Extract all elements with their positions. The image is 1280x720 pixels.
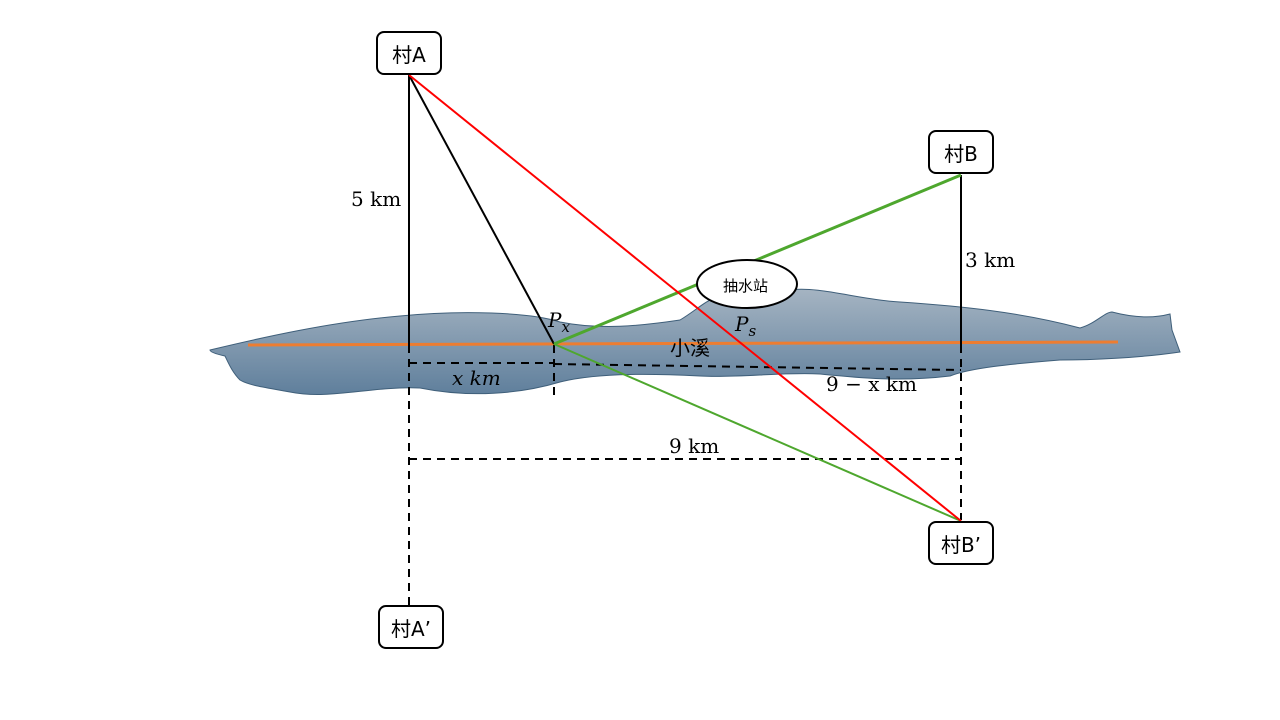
remainder-dimension-line xyxy=(553,363,962,371)
point-ps-label: Ps xyxy=(735,312,756,340)
distance-b-label: 3 km xyxy=(965,248,1016,272)
line-a-to-b-prime xyxy=(408,74,962,522)
village-b-prime-box: 村B’ xyxy=(928,521,994,565)
village-b-label: 村B xyxy=(944,141,978,166)
point-px-label: Px xyxy=(548,308,570,336)
village-b-prime-label: 村B’ xyxy=(940,532,982,557)
remainder-distance-label: 9 − x km xyxy=(826,372,917,396)
point-px-main: P xyxy=(548,308,562,332)
distance-a-label: 5 km xyxy=(351,187,402,211)
village-b-box: 村B xyxy=(928,130,994,174)
village-a-prime-box: 村A’ xyxy=(378,605,444,649)
line-a-to-px xyxy=(408,74,555,345)
line-px-to-b-prime xyxy=(553,343,962,522)
x-distance-label: x km xyxy=(452,366,501,390)
village-a-box: 村A xyxy=(376,31,442,75)
stream-label: 小溪 xyxy=(670,336,710,360)
village-a-label: 村A xyxy=(392,42,426,67)
village-a-prime-label: 村A’ xyxy=(390,616,432,641)
point-ps-subscript: s xyxy=(748,322,757,340)
stream-centerline xyxy=(247,340,1119,347)
point-px-subscript: x xyxy=(561,318,570,336)
point-ps-main: P xyxy=(735,312,749,336)
pump-station-marker xyxy=(696,259,798,309)
stream-shape xyxy=(209,288,1181,395)
pump-station-label: 抽水站 xyxy=(723,277,769,295)
total-distance-label: 9 km xyxy=(669,434,720,458)
